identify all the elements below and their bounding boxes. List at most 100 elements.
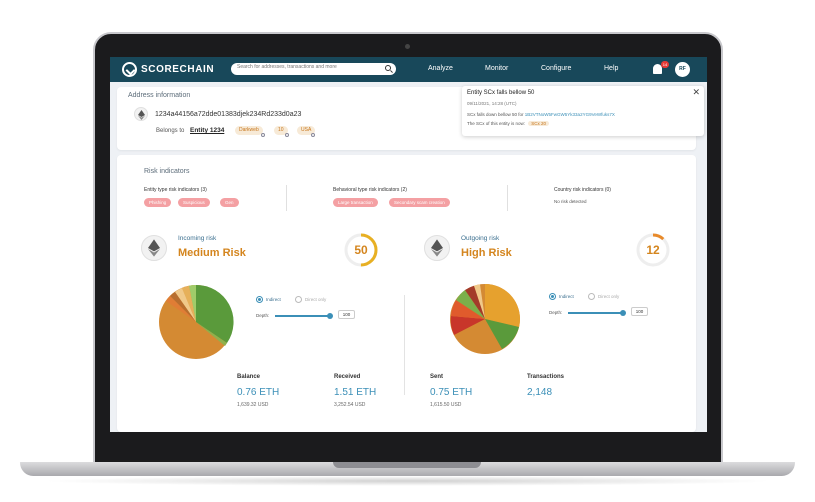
pie-slice [451,300,485,319]
logo-text: SCORECHAIN [141,64,215,75]
incoming-risk-label: Incoming risk [178,235,217,242]
incoming-score-ring [344,233,378,267]
info-icon[interactable] [261,133,265,137]
ethereum-icon [424,235,450,261]
scx-badge: SCx 20 [528,121,550,126]
indirect-label: Indirect [266,297,281,302]
camera [405,44,410,49]
pie-slice [170,292,196,322]
app-screen: SCORECHAIN Analyze Monitor Configure Hel… [110,57,707,432]
risk-pill-gen[interactable]: Gen [220,198,239,207]
stat-label-balance: Balance [237,374,261,380]
direct-only-label: Direct only [305,297,327,302]
pie-slice [196,322,227,346]
stat-label-transactions: Transactions [527,374,565,380]
laptop-shadow [40,476,775,486]
laptop-notch [333,462,481,468]
entity-type-title: Entity type risk indicators (3) [144,187,207,193]
info-icon[interactable] [311,133,315,137]
stat-sub-received: 3,252.54 USD [334,402,366,408]
notification-address-link[interactable]: 1B2VTNoW5FwGW5Yk33a2YG9VeWfuks7X [524,112,615,117]
outgoing-risk-label: Outgoing risk [461,235,500,242]
outgoing-score: 12 [646,243,660,257]
depth-slider-handle[interactable] [620,310,626,316]
direct-only-radio[interactable] [588,293,595,300]
depth-input[interactable]: 100 [338,310,355,319]
indirect-radio[interactable] [256,296,263,303]
close-icon[interactable]: ✕ [692,87,700,97]
ethereum-icon [134,107,148,121]
depth-label: Depth: [256,313,270,318]
depth-label: Depth: [549,310,563,315]
info-icon[interactable] [285,133,289,137]
risk-pill-large-transaction[interactable]: Large transaction [333,198,378,207]
stat-sub-balance: 1,639.32 USD [237,402,269,408]
notification-line-2-text: The SCx of this entity is now: [467,121,526,126]
laptop-base [20,462,795,476]
top-navbar: SCORECHAIN Analyze Monitor Configure Hel… [110,57,707,82]
pie-slice [450,316,485,335]
indirect-radio[interactable] [549,293,556,300]
tag-country[interactable]: USA [297,126,316,135]
depth-slider[interactable] [275,315,330,317]
bell-icon[interactable] [653,64,662,74]
risk-pill-phishing[interactable]: Phishing [144,198,172,207]
pie-slice [196,284,234,343]
notification-count-badge: 14 [661,61,669,68]
depth-slider-handle[interactable] [327,313,333,319]
risk-card: Risk indicators Entity type risk indicat… [117,155,696,432]
avatar[interactable]: RF [675,62,690,77]
address-hash: 1234a44156a72dde01383djek234Rd233d0a23 [155,111,302,118]
incoming-risk-level: Medium Risk [178,247,246,259]
search-icon[interactable] [385,65,391,71]
risk-pill-secondary-scam[interactable]: Secondary scam creation [389,198,450,207]
address-section-title: Address information [128,92,191,99]
risk-section-title: Risk indicators [144,168,190,175]
vertical-divider [404,295,405,395]
pie-slice [175,288,196,322]
depth-slider[interactable] [568,312,623,314]
direct-only-label: Direct only [598,294,620,299]
search-bar[interactable] [231,63,396,75]
nav-configure[interactable]: Configure [541,65,572,72]
nav-monitor[interactable]: Monitor [485,65,509,72]
outgoing-risk-level: High Risk [461,247,512,259]
search-input[interactable] [237,64,382,70]
no-risk-text: No risk detected [554,199,587,204]
entity-link[interactable]: Entity 1234 [190,127,225,134]
notification-line-1-text: SCx falls down bellow 50 for [467,112,524,117]
notification-line-1: SCx falls down bellow 50 for 1B2VTNoW5Fw… [467,112,615,117]
outgoing-score-ring [636,233,670,267]
stat-value-received: 1.51 ETH [334,387,377,398]
nav-help[interactable]: Help [604,65,619,72]
pie-slice [485,284,520,327]
stat-sub-sent: 1,615.50 USD [430,402,462,408]
notification-title: Entity SCx falls bellow 50 [467,90,535,96]
tag-darkweb[interactable]: Darkweb [235,126,263,135]
pie-slice [465,285,485,319]
outgoing-pie-chart [450,284,520,354]
depth-input[interactable]: 100 [631,307,648,316]
behavioral-type-title: Behavioral type risk indicators (2) [333,187,407,193]
pie-slice [182,285,196,322]
country-type-title: Country risk indicators (0) [554,187,611,193]
direct-only-radio[interactable] [295,296,302,303]
pie-slice [166,296,196,322]
stat-label-received: Received [334,374,361,380]
pie-slice [456,290,485,319]
stat-value-sent: 0.75 ETH [430,387,473,398]
tag-score[interactable]: 10 [274,126,288,135]
risk-pill-suspicious[interactable]: Suspicious [178,198,210,207]
column-divider [507,185,508,211]
stat-label-sent: Sent [430,374,444,380]
stat-value-transactions: 2,148 [527,387,553,398]
logo[interactable]: SCORECHAIN [122,62,214,77]
pie-slice [189,285,196,322]
nav-analyze[interactable]: Analyze [428,65,453,72]
pie-slice [474,284,485,319]
belongs-to-label: Belongs to [156,128,185,134]
scorechain-logo-icon [122,62,137,77]
stat-value-balance: 0.76 ETH [237,387,280,398]
incoming-pie-chart [159,284,234,359]
notification-line-2: The SCx of this entity is now: SCx 20 [467,121,550,126]
